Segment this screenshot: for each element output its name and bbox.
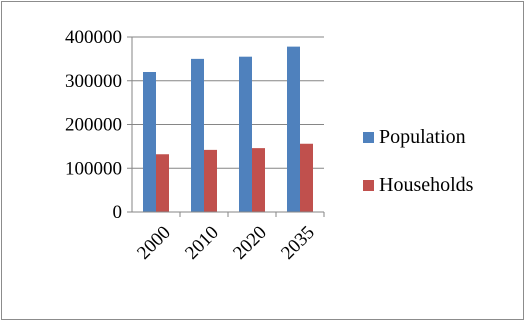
bar-households-2020 [252,148,265,212]
y-tick-label: 400000 [65,27,122,48]
y-tick-labels: 0 100000 200000 300000 400000 [65,27,122,223]
legend-label-population: Population [379,126,466,148]
x-tick-label: 2000 [133,222,175,264]
legend-label-households: Households [379,174,474,196]
legend-swatch-households [363,180,374,191]
bar-population-2000 [143,72,156,212]
y-tick-label: 200000 [65,115,122,136]
x-tick-label: 2035 [277,222,319,264]
y-tick-label: 0 [113,202,123,223]
bar-households-2000 [156,154,169,212]
bar-population-2010 [191,58,204,212]
legend: Population Households [363,126,474,196]
legend-swatch-population [363,132,374,143]
axes [127,36,325,217]
x-tick-label: 2020 [229,222,271,264]
bars [143,46,313,212]
x-tick-label: 2010 [181,222,223,264]
chart-frame: 0 100000 200000 300000 400000 2000 2010 2020 20… [1,1,524,320]
bar-population-2020 [239,56,252,212]
bar-households-2010 [204,149,217,212]
x-tick-labels: 2000 2010 2020 2035 [133,222,319,264]
bar-population-2035 [287,46,300,212]
y-tick-label: 100000 [65,158,122,179]
bar-households-2035 [300,143,313,212]
y-tick-label: 300000 [65,71,122,92]
